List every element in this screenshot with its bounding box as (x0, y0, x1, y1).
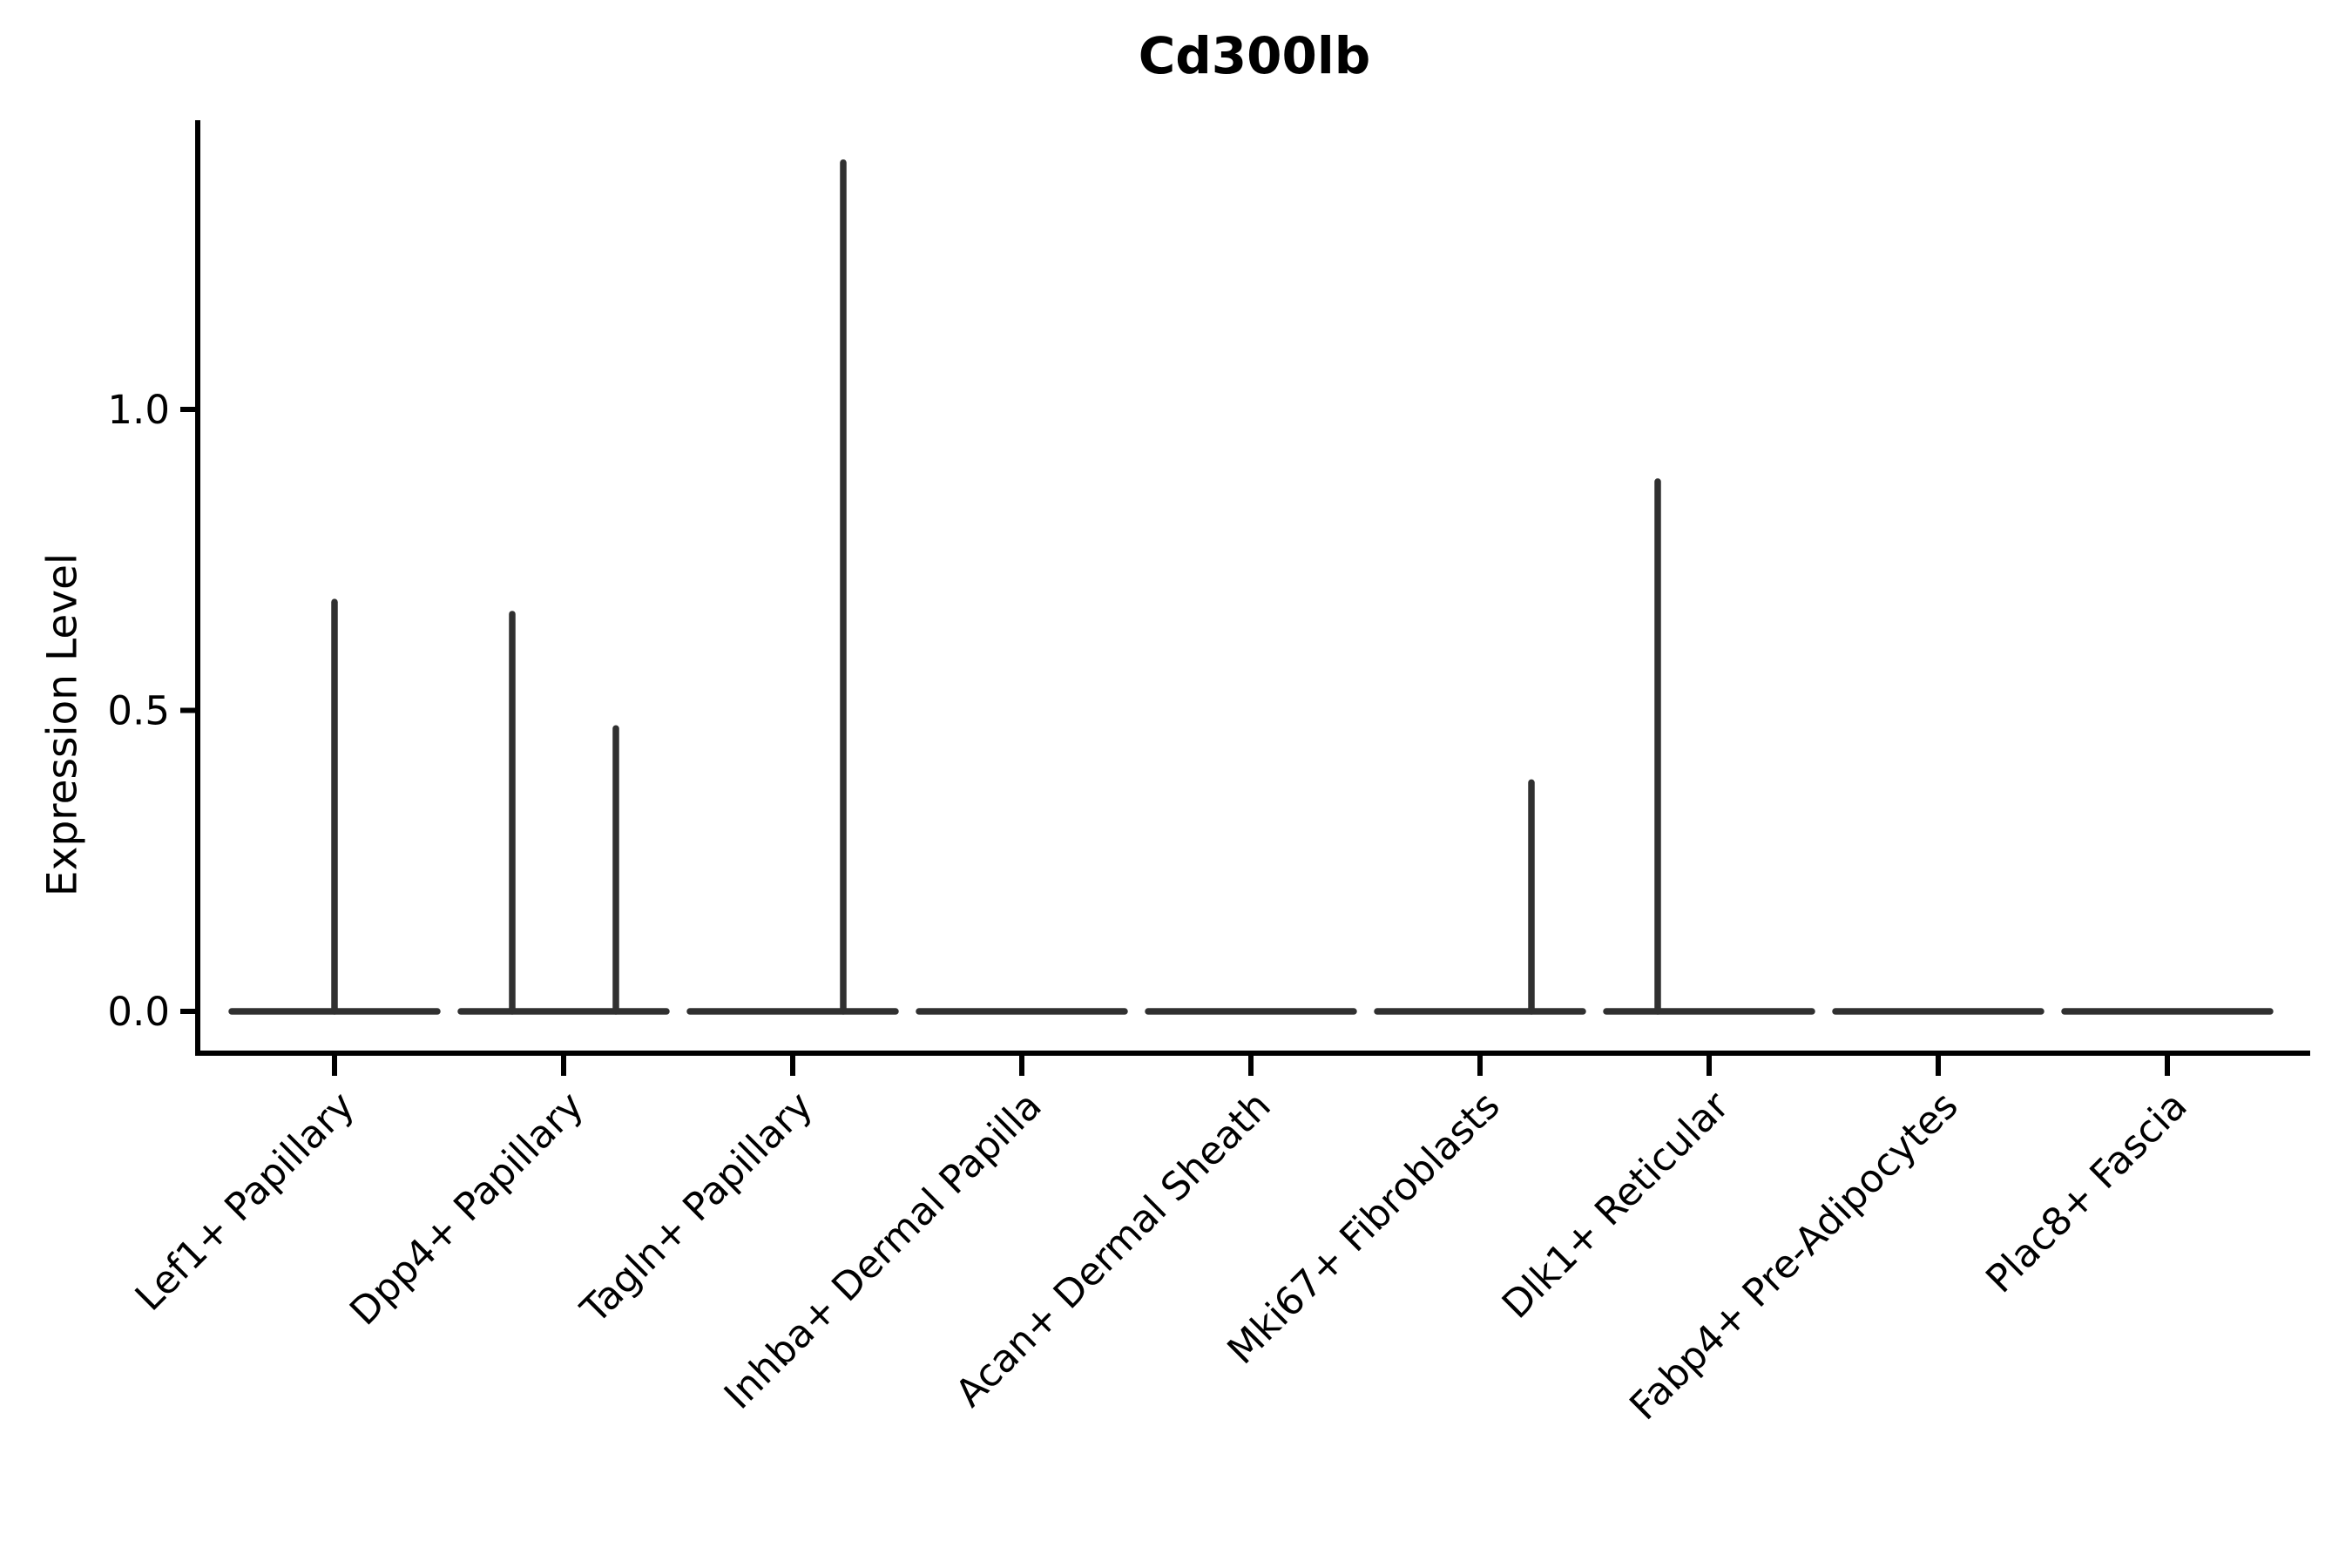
y-tick-label: 0.5 (107, 688, 170, 734)
y-axis-title: Expression Level (38, 552, 87, 897)
plot-title: Cd300lb (1138, 26, 1371, 85)
x-tick-label: Dpp4+ Papillary (341, 1084, 592, 1335)
x-tick-label: Dlk1+ Reticular (1494, 1083, 1739, 1328)
x-tick-label: Lef1+ Papillary (127, 1084, 363, 1320)
x-tick-label: Plac8+ Fascia (1977, 1084, 2196, 1302)
y-tick-label: 0.0 (107, 989, 170, 1035)
y-tick-label: 1.0 (107, 387, 170, 433)
x-tick-label: Tagln+ Papillary (572, 1084, 821, 1333)
